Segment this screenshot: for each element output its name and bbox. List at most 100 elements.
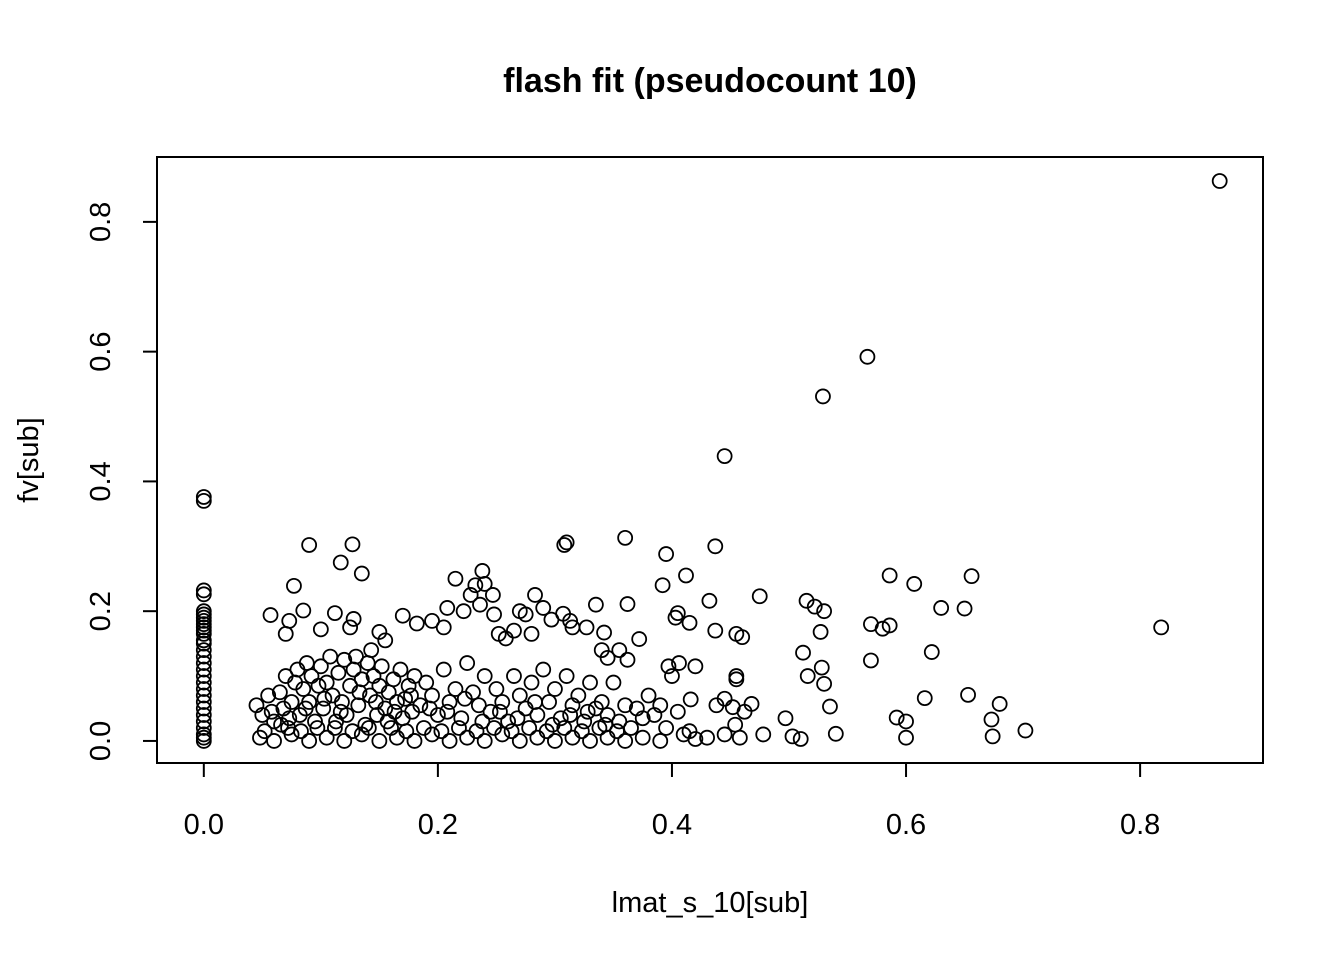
data-point [385, 671, 402, 688]
data-point [859, 348, 876, 365]
data-point [439, 703, 456, 720]
data-point [295, 681, 312, 697]
data-point [777, 710, 794, 727]
data-point [332, 703, 349, 720]
data-point [664, 668, 680, 684]
data-point [544, 716, 561, 733]
data-point [195, 668, 212, 684]
data-point [476, 733, 493, 749]
data-point [283, 694, 300, 710]
data-point [262, 607, 279, 623]
data-point [474, 713, 491, 730]
y-axis-label: fv[sub] [13, 417, 45, 502]
data-point [195, 635, 212, 652]
data-point [556, 720, 573, 736]
x-axis-label: lmat_s_10[sub] [612, 887, 809, 919]
data-point [406, 668, 423, 684]
data-point [254, 707, 271, 723]
data-point [582, 733, 598, 749]
data-point [367, 694, 384, 710]
data-point [195, 661, 212, 678]
data-point [260, 687, 277, 704]
data-point [728, 668, 745, 684]
data-point [570, 687, 587, 704]
data-point [812, 624, 829, 640]
data-point [377, 632, 394, 649]
chart-title: flash fit (pseudocount 10) [503, 62, 917, 100]
data-point [792, 731, 809, 747]
data-point [439, 600, 456, 616]
data-point [521, 720, 538, 736]
data-point [307, 713, 323, 730]
data-point [195, 700, 212, 717]
data-point [309, 720, 326, 736]
data-point [281, 710, 298, 727]
data-point [344, 536, 361, 553]
data-point [535, 661, 552, 678]
data-point [394, 607, 411, 624]
data-point [634, 729, 651, 746]
data-point [593, 694, 610, 710]
data-point [195, 674, 212, 691]
data-point [933, 600, 950, 616]
data-point [462, 587, 479, 603]
data-point [728, 671, 745, 688]
data-point [447, 570, 464, 587]
data-point [195, 681, 212, 697]
data-point [599, 707, 616, 723]
data-point [582, 674, 598, 691]
data-point [326, 605, 343, 622]
data-point [881, 567, 898, 584]
data-point [795, 644, 811, 661]
data-point [310, 677, 327, 694]
data-point [476, 668, 493, 684]
data-point [509, 710, 526, 727]
data-point [529, 707, 546, 723]
data-point [617, 529, 634, 546]
data-point [332, 554, 349, 571]
data-point [716, 726, 733, 743]
data-point [488, 681, 505, 697]
data-point [731, 729, 748, 746]
data-point [784, 728, 801, 745]
data-point [408, 615, 425, 632]
data-point [654, 577, 671, 594]
data-point [609, 723, 625, 740]
data-point [353, 565, 370, 582]
data-point [281, 613, 298, 629]
data-point [658, 720, 675, 736]
data-point [617, 733, 634, 749]
data-point [815, 388, 831, 405]
data-point [916, 690, 933, 707]
data-point [806, 598, 823, 615]
data-point [506, 622, 522, 639]
data-point [523, 625, 540, 642]
data-point [652, 733, 669, 749]
data-point [470, 697, 487, 714]
data-point [960, 686, 976, 703]
data-point [412, 697, 429, 714]
data-point [1211, 173, 1228, 189]
data-point [541, 694, 557, 710]
data-point [500, 713, 517, 730]
data-point [707, 622, 724, 639]
data-point [392, 661, 409, 678]
data-point [816, 603, 833, 620]
data-point [736, 703, 753, 720]
data-point [494, 694, 511, 710]
data-point [1153, 619, 1170, 636]
data-point [195, 582, 212, 599]
data-point [576, 713, 593, 730]
data-point [348, 648, 364, 665]
data-point [486, 606, 502, 623]
data-point [459, 655, 476, 671]
data-point [687, 658, 704, 675]
data-point [373, 658, 390, 675]
data-point [492, 703, 508, 720]
data-point [611, 642, 628, 659]
data-point [195, 655, 212, 671]
data-point [587, 596, 604, 613]
data-point [667, 609, 684, 626]
data-point [263, 703, 280, 720]
x-tick-label: 0.2 [418, 809, 458, 841]
